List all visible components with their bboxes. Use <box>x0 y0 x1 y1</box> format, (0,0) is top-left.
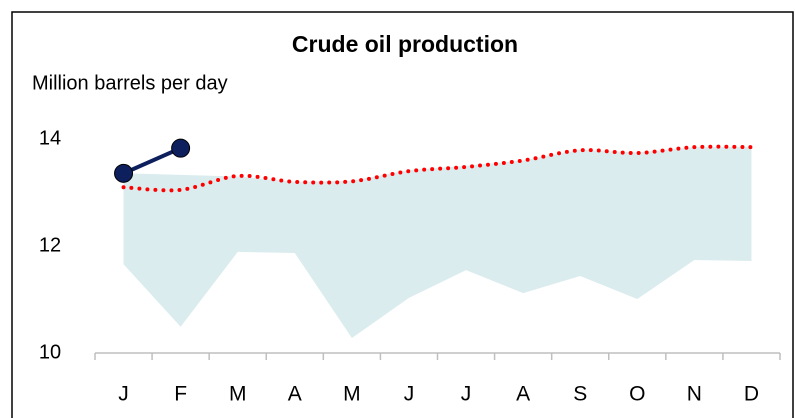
x-tick-label: M <box>229 383 247 406</box>
marker <box>114 163 134 183</box>
chart-title: Crude oil production <box>292 31 518 57</box>
x-tick-label: N <box>687 383 702 406</box>
chart-border <box>11 11 794 418</box>
dotted-line <box>121 144 754 193</box>
y-tick-label: 14 <box>39 127 61 149</box>
x-tick-label: J <box>404 383 415 406</box>
y-tick-label: 10 <box>39 341 61 363</box>
x-tick-label: S <box>573 383 587 406</box>
x-tick-label: M <box>343 383 361 406</box>
x-tick-label: O <box>629 383 645 406</box>
x-tick-label: A <box>516 383 530 406</box>
x-tick-label: D <box>744 383 759 406</box>
y-tick-label: 12 <box>39 234 61 256</box>
range-area <box>123 147 752 339</box>
x-tick-label: J <box>461 383 472 406</box>
x-tick-label: F <box>174 383 187 406</box>
marker <box>171 138 191 158</box>
line <box>122 146 182 176</box>
chart-subtitle: Million barrels per day <box>32 72 228 94</box>
x-tick-label: J <box>118 383 129 406</box>
x-tick-label: A <box>288 383 302 406</box>
